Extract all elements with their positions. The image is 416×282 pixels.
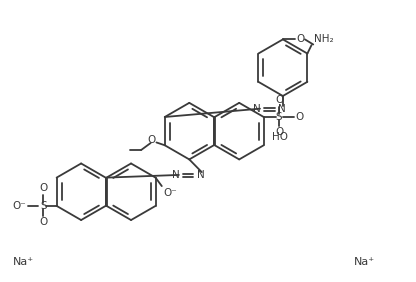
Text: NH₂: NH₂	[314, 34, 333, 44]
Text: O: O	[296, 34, 305, 44]
Text: O: O	[147, 135, 156, 145]
Text: HO: HO	[272, 133, 288, 142]
Text: O: O	[275, 95, 283, 105]
Text: O: O	[39, 217, 47, 227]
Text: Na⁺: Na⁺	[354, 257, 375, 267]
Text: O⁻: O⁻	[163, 188, 177, 198]
Text: O: O	[39, 184, 47, 193]
Text: N: N	[172, 170, 179, 180]
Text: S: S	[276, 112, 282, 122]
Text: O⁻: O⁻	[12, 201, 26, 211]
Text: N: N	[253, 104, 260, 114]
Text: Na⁺: Na⁺	[12, 257, 34, 267]
Text: S: S	[40, 201, 47, 211]
Text: O: O	[296, 112, 304, 122]
Text: N: N	[278, 104, 286, 114]
Text: N: N	[197, 170, 205, 180]
Text: O: O	[275, 127, 283, 137]
